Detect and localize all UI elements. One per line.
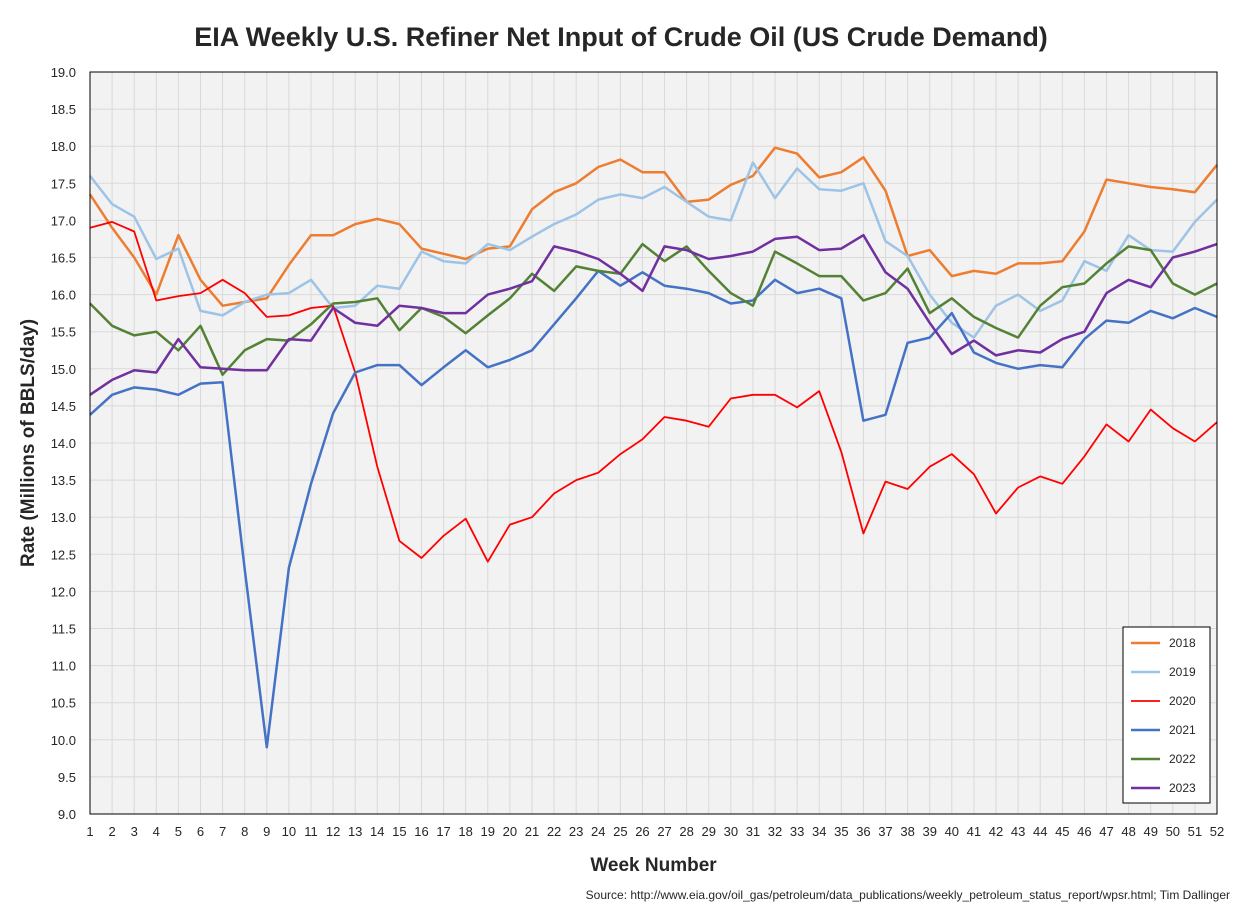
- x-tick-label: 36: [856, 824, 870, 839]
- y-tick-label: 14.5: [51, 399, 76, 414]
- y-tick-label: 17.5: [51, 176, 76, 191]
- y-tick-label: 18.5: [51, 102, 76, 117]
- x-tick-label: 41: [967, 824, 981, 839]
- x-tick-label: 26: [635, 824, 649, 839]
- x-tick-label: 48: [1121, 824, 1135, 839]
- plot-border: [89, 71, 1218, 815]
- x-tick-label: 15: [392, 824, 406, 839]
- x-tick-label: 47: [1099, 824, 1113, 839]
- x-tick-label: 45: [1055, 824, 1069, 839]
- x-tick-label: 21: [525, 824, 539, 839]
- x-tick-label: 2: [108, 824, 115, 839]
- x-tick-label: 3: [131, 824, 138, 839]
- legend-label-2021: 2021: [1169, 723, 1196, 737]
- x-tick-label: 42: [989, 824, 1003, 839]
- x-tick-label: 29: [702, 824, 716, 839]
- y-axis-label: Rate (Millions of BBLS/day): [18, 319, 39, 567]
- x-tick-label: 39: [922, 824, 936, 839]
- x-tick-label: 14: [370, 824, 384, 839]
- x-tick-label: 38: [900, 824, 914, 839]
- legend-label-2023: 2023: [1169, 781, 1196, 795]
- legend-label-2022: 2022: [1169, 752, 1196, 766]
- legend-label-2020: 2020: [1169, 694, 1196, 708]
- x-tick-label: 35: [834, 824, 848, 839]
- x-tick-label: 27: [657, 824, 671, 839]
- x-tick-label: 5: [175, 824, 182, 839]
- legend-box: [1122, 626, 1211, 804]
- y-tick-label: 14.0: [51, 436, 76, 451]
- x-tick-label: 1: [86, 824, 93, 839]
- x-tick-label: 24: [591, 824, 605, 839]
- y-tick-label: 15.5: [51, 325, 76, 340]
- x-tick-label: 23: [569, 824, 583, 839]
- y-tick-label: 16.5: [51, 251, 76, 266]
- x-tick-label: 49: [1143, 824, 1157, 839]
- y-tick-label: 9.0: [58, 807, 76, 822]
- series-line-2023: [89, 233, 1218, 396]
- x-tick-label: 52: [1210, 824, 1224, 839]
- series-line-2018: [88, 146, 1218, 307]
- legend-label-2019: 2019: [1169, 665, 1196, 679]
- x-tick-label: 34: [812, 824, 826, 839]
- y-tick-label: 10.5: [51, 696, 76, 711]
- series-line-2022: [89, 242, 1218, 376]
- y-axis-ticks: 9.0 9.5 10.0 10.5 11.0 11.5 12.0 12.5 13.0 13.5 14…: [51, 65, 76, 822]
- x-tick-label: 46: [1077, 824, 1091, 839]
- legend-label-2018: 2018: [1169, 636, 1196, 650]
- x-tick-label: 17: [436, 824, 450, 839]
- x-tick-label: 51: [1188, 824, 1202, 839]
- y-tick-label: 9.5: [58, 770, 76, 785]
- series-line-2019: [89, 161, 1218, 339]
- x-tick-label: 44: [1033, 824, 1047, 839]
- x-tick-label: 4: [153, 824, 160, 839]
- x-tick-label: 12: [326, 824, 340, 839]
- series-line-2021: [89, 269, 1218, 749]
- x-tick-label: 33: [790, 824, 804, 839]
- x-tick-label: 40: [945, 824, 959, 839]
- y-tick-label: 19.0: [51, 65, 76, 80]
- series-lines: [88, 146, 1218, 749]
- x-tick-label: 19: [481, 824, 495, 839]
- x-tick-label: 7: [219, 824, 226, 839]
- source-note: Source: http://www.eia.gov/oil_gas/petro…: [586, 888, 1230, 902]
- y-tick-label: 12.5: [51, 547, 76, 562]
- x-tick-label: 9: [263, 824, 270, 839]
- y-tick-label: 12.0: [51, 584, 76, 599]
- y-tick-label: 10.0: [51, 733, 76, 748]
- x-tick-label: 50: [1166, 824, 1180, 839]
- gridlines: [89, 71, 1218, 815]
- x-tick-label: 6: [197, 824, 204, 839]
- y-tick-label: 11.0: [52, 659, 76, 674]
- y-tick-label: 17.0: [51, 213, 76, 228]
- legend: 2018 2019 2020 2021 2022 2023: [1122, 626, 1211, 804]
- y-tick-label: 15.0: [51, 362, 76, 377]
- y-tick-label: 18.0: [51, 139, 76, 154]
- x-axis-label: Week Number: [590, 855, 717, 876]
- x-tick-label: 31: [746, 824, 760, 839]
- y-tick-label: 13.5: [51, 473, 76, 488]
- x-tick-label: 13: [348, 824, 362, 839]
- x-tick-label: 8: [241, 824, 248, 839]
- x-tick-label: 32: [768, 824, 782, 839]
- x-tick-label: 18: [458, 824, 472, 839]
- x-tick-label: 16: [414, 824, 428, 839]
- x-tick-label: 11: [304, 824, 318, 839]
- x-tick-label: 43: [1011, 824, 1025, 839]
- x-tick-label: 37: [878, 824, 892, 839]
- x-tick-label: 30: [724, 824, 738, 839]
- chart-title: EIA Weekly U.S. Refiner Net Input of Cru…: [194, 22, 1048, 52]
- x-tick-label: 28: [679, 824, 693, 839]
- y-tick-label: 11.5: [52, 622, 76, 637]
- x-tick-label: 20: [503, 824, 517, 839]
- x-tick-label: 22: [547, 824, 561, 839]
- x-axis-ticks: 1 2 3 4 5 6 7 8 9 10 11 12 13 14 15 16 17 18 19 20 21 22 23 24 2…: [86, 824, 1224, 839]
- series-line-2020: [89, 220, 1218, 563]
- x-tick-label: 25: [613, 824, 627, 839]
- y-tick-label: 16.0: [51, 288, 76, 303]
- x-tick-label: 10: [282, 824, 296, 839]
- y-tick-label: 13.0: [51, 510, 76, 525]
